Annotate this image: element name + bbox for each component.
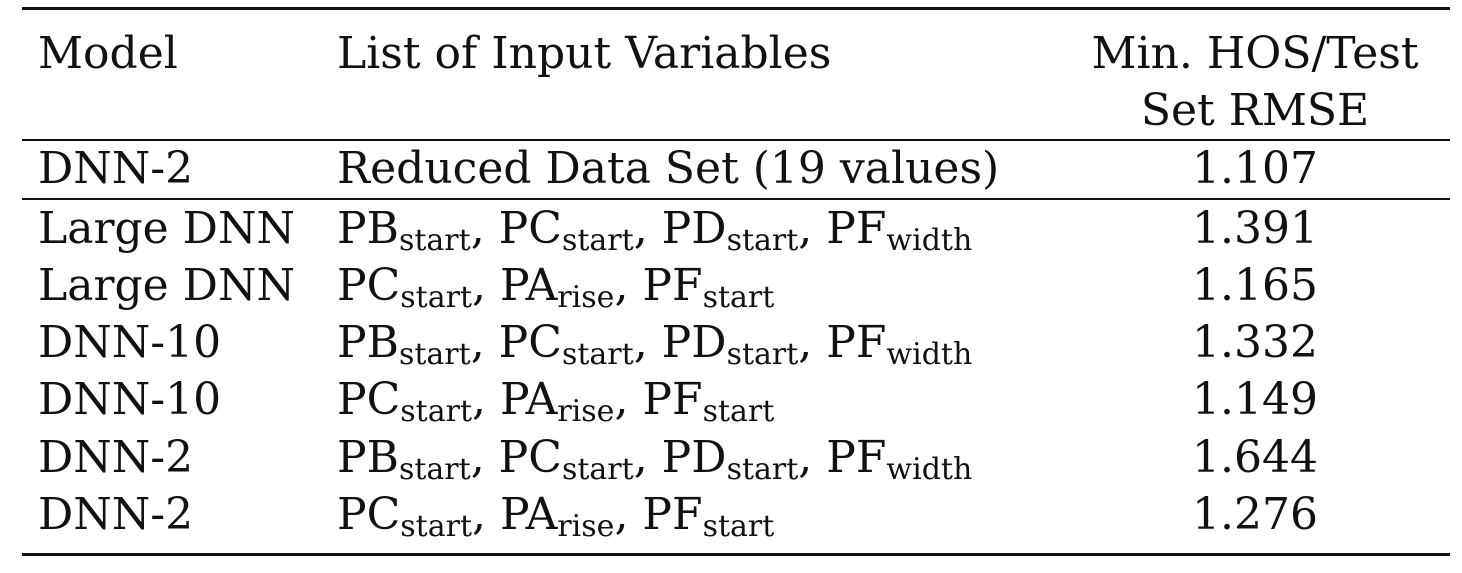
variable-base: PF xyxy=(826,432,887,483)
cell-input-variables: PBstart, PCstart, PDstart, PFwidth xyxy=(337,317,973,373)
variable-subscript: start xyxy=(561,223,634,259)
variable-subscript: start xyxy=(726,452,799,488)
variable-term: PDstart xyxy=(661,317,799,370)
cell-rmse: 1.276 xyxy=(1192,489,1318,540)
variable-subscript: rise xyxy=(557,280,615,316)
variable-term: PArise xyxy=(500,489,614,542)
variable-term: PCstart xyxy=(498,432,634,485)
header-model: Model xyxy=(38,28,178,79)
variable-term: PFstart xyxy=(642,489,774,542)
variable-base: PC xyxy=(498,317,562,368)
variable-term: PCstart xyxy=(337,489,472,542)
cell-model: DNN-10 xyxy=(38,317,222,368)
variable-base: PB xyxy=(337,203,399,254)
top-rule xyxy=(22,7,1450,10)
variable-term: PFwidth xyxy=(826,203,972,256)
variable-base: PF xyxy=(642,260,703,311)
header-rmse-line2: Set RMSE xyxy=(1140,85,1370,136)
cell-input-variables: PCstart, PArise, PFstart xyxy=(337,260,775,316)
cell-rmse: 1.332 xyxy=(1192,317,1318,368)
cell-model: DNN-2 xyxy=(38,143,194,194)
cell-model: DNN-2 xyxy=(38,432,194,483)
variable-subscript: start xyxy=(561,452,634,488)
cell-rmse: 1.165 xyxy=(1192,260,1318,311)
variable-subscript: start xyxy=(702,280,775,316)
variable-base: PD xyxy=(661,203,727,254)
cell-rmse: 1.107 xyxy=(1192,143,1318,194)
variable-term: PBstart xyxy=(337,203,471,256)
variable-base: PF xyxy=(826,317,887,368)
variable-base: PA xyxy=(500,374,558,425)
variable-base: PC xyxy=(337,489,401,540)
variable-base: PA xyxy=(500,260,558,311)
variable-term: PCstart xyxy=(337,260,472,313)
variable-term: PArise xyxy=(500,374,614,427)
variable-base: PF xyxy=(642,374,703,425)
variable-term: PCstart xyxy=(337,374,472,427)
variable-subscript: width xyxy=(886,337,973,373)
variable-subscript: rise xyxy=(557,509,615,545)
variable-term: PFstart xyxy=(642,374,774,427)
variable-base: PC xyxy=(337,260,401,311)
cell-model: Large DNN xyxy=(38,203,295,254)
header-input-variables: List of Input Variables xyxy=(337,28,832,79)
cell-input-variables: Reduced Data Set (19 values) xyxy=(337,143,1000,194)
variable-term: PBstart xyxy=(337,432,471,485)
cell-rmse: 1.644 xyxy=(1192,432,1318,483)
variable-subscript: start xyxy=(702,394,775,430)
variable-subscript: start xyxy=(400,280,473,316)
variable-subscript: start xyxy=(398,337,471,373)
group-rule xyxy=(22,198,1450,200)
variable-base: PB xyxy=(337,432,399,483)
variable-subscript: start xyxy=(726,223,799,259)
variable-base: PD xyxy=(661,317,727,368)
variable-subscript: start xyxy=(400,394,473,430)
cell-model: DNN-10 xyxy=(38,374,222,425)
cell-model: DNN-2 xyxy=(38,489,194,540)
variable-term: PDstart xyxy=(661,432,799,485)
variable-subscript: start xyxy=(561,337,634,373)
variable-base: PB xyxy=(337,317,399,368)
bottom-rule xyxy=(22,553,1450,556)
variable-subscript: rise xyxy=(557,394,615,430)
variable-term: PFwidth xyxy=(826,432,972,485)
variable-subscript: start xyxy=(726,337,799,373)
variable-subscript: start xyxy=(400,509,473,545)
variable-subscript: start xyxy=(702,509,775,545)
variable-term: PBstart xyxy=(337,317,471,370)
variable-base: PC xyxy=(337,374,401,425)
header-rule xyxy=(22,139,1450,141)
variable-subscript: start xyxy=(398,223,471,259)
cell-rmse: 1.391 xyxy=(1192,203,1318,254)
variable-subscript: start xyxy=(398,452,471,488)
cell-input-variables: PBstart, PCstart, PDstart, PFwidth xyxy=(337,432,973,488)
variable-term: PCstart xyxy=(498,203,634,256)
variable-base: PF xyxy=(826,203,887,254)
variable-base: PA xyxy=(500,489,558,540)
variable-term: PArise xyxy=(500,260,614,313)
cell-input-variables: PCstart, PArise, PFstart xyxy=(337,489,775,545)
variable-subscript: width xyxy=(886,452,973,488)
variable-base: PD xyxy=(661,432,727,483)
cell-model: Large DNN xyxy=(38,260,295,311)
header-rmse-line1: Min. HOS/Test xyxy=(1091,28,1419,79)
variable-base: PF xyxy=(642,489,703,540)
variable-base: PC xyxy=(498,203,562,254)
cell-input-variables: PCstart, PArise, PFstart xyxy=(337,374,775,430)
variable-term: PCstart xyxy=(498,317,634,370)
cell-rmse: 1.149 xyxy=(1192,374,1318,425)
variable-term: PDstart xyxy=(661,203,799,256)
variable-subscript: width xyxy=(886,223,973,259)
cell-input-variables: PBstart, PCstart, PDstart, PFwidth xyxy=(337,203,973,259)
variable-term: PFwidth xyxy=(826,317,972,370)
variable-term: PFstart xyxy=(642,260,774,313)
variable-base: PC xyxy=(498,432,562,483)
